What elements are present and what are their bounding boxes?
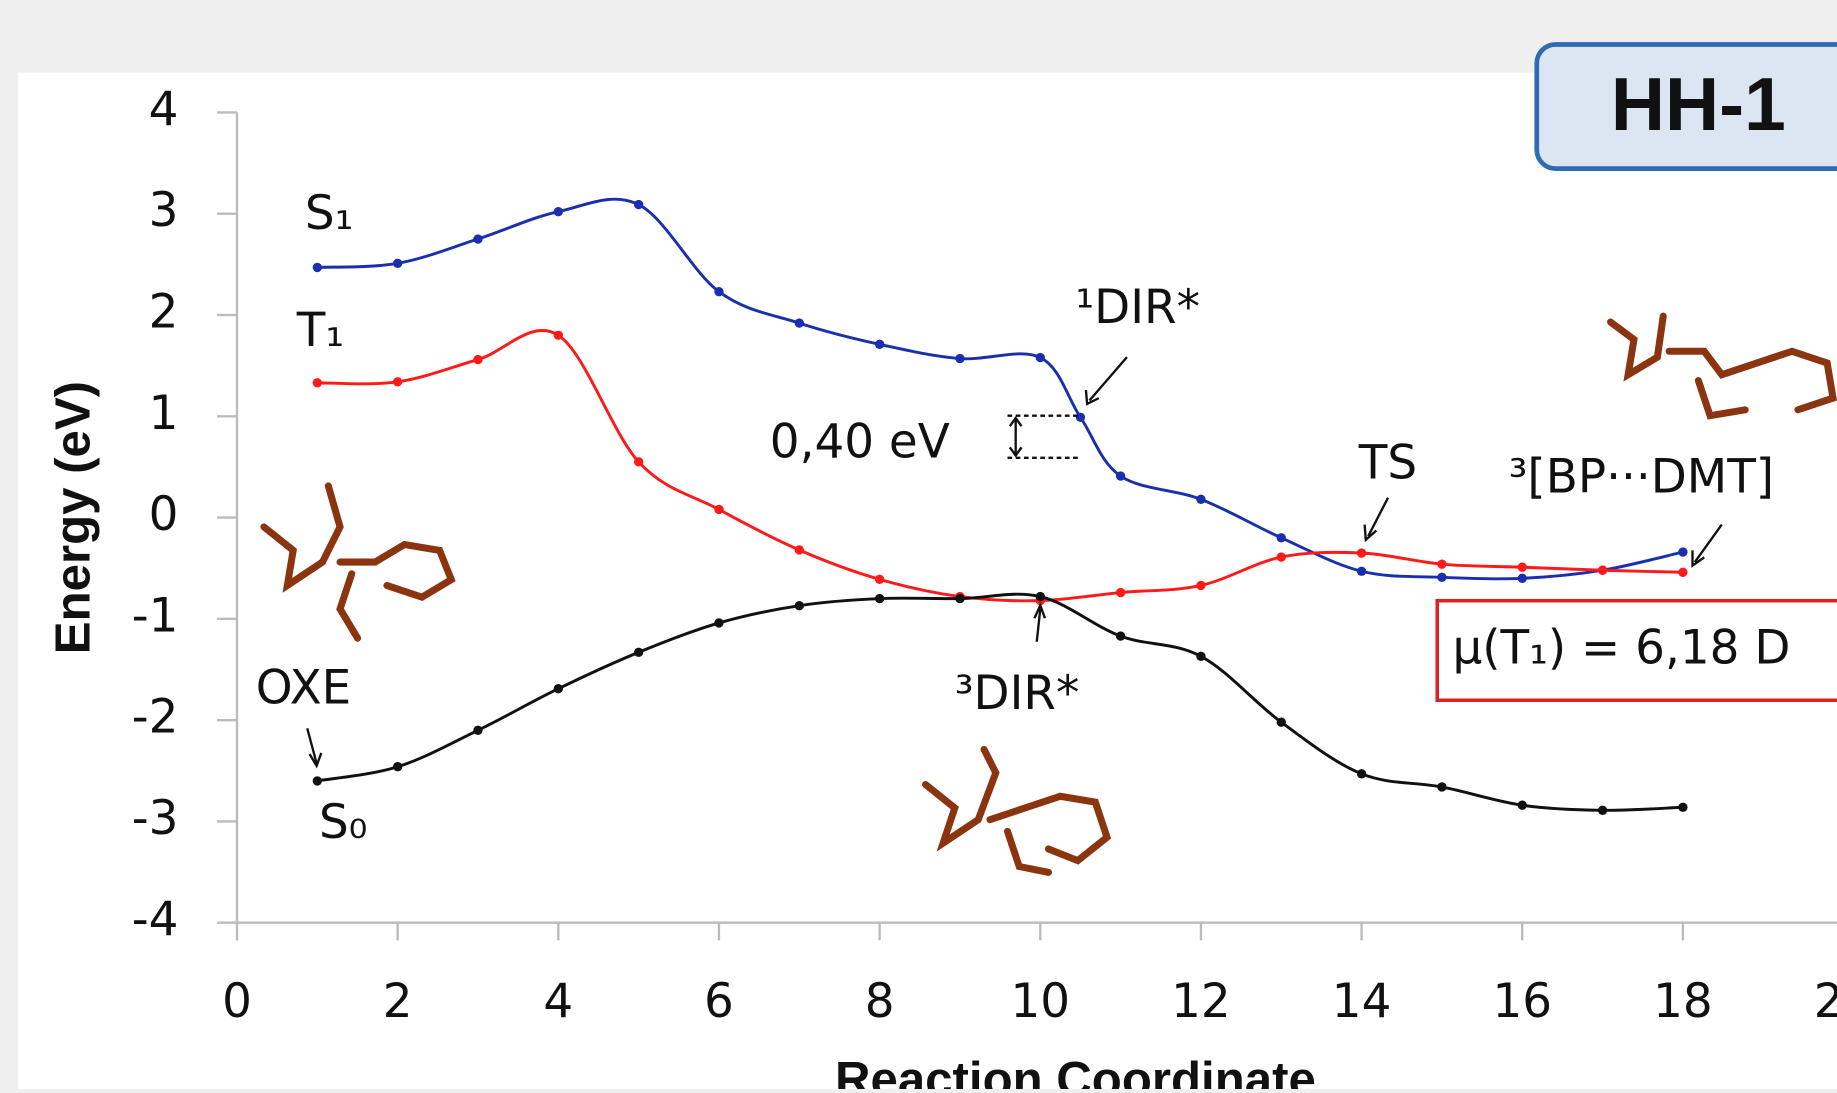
- y-tick-label: 3: [149, 184, 179, 238]
- x-tick-label: 0: [222, 975, 252, 1029]
- point: [714, 505, 723, 514]
- point: [955, 594, 964, 603]
- point: [1437, 573, 1446, 582]
- point: [1277, 717, 1286, 726]
- series-label: S₀: [319, 796, 368, 850]
- point: [473, 726, 482, 735]
- x-axis-title: Reaction Coordinate: [835, 1052, 1316, 1089]
- point: [1277, 552, 1286, 561]
- x-tick-label: 8: [865, 975, 895, 1029]
- point: [955, 354, 964, 363]
- point: [1518, 563, 1527, 572]
- page: {"chart_data": {"type": "line", "badge":…: [0, 0, 1837, 1089]
- y-tick-label: 4: [149, 83, 179, 137]
- point: [1196, 495, 1205, 504]
- point: [634, 200, 643, 209]
- point: [1518, 801, 1527, 810]
- annotation: OXE: [256, 661, 352, 715]
- series-label: S₁: [305, 187, 354, 241]
- x-tick-label: 16: [1492, 975, 1552, 1029]
- point: [875, 575, 884, 584]
- x-tick-label: 14: [1332, 975, 1392, 1029]
- point: [1357, 769, 1366, 778]
- point: [714, 287, 723, 296]
- point: [634, 648, 643, 657]
- x-tick-label: 6: [704, 975, 734, 1029]
- annotation: μ(T₁) = 6,18 D: [1452, 622, 1790, 676]
- annotation: ³DIR*: [955, 667, 1080, 721]
- y-tick-label: 1: [149, 387, 179, 441]
- point: [714, 618, 723, 627]
- y-tick-label: -2: [132, 691, 179, 745]
- point: [795, 545, 804, 554]
- point: [1678, 568, 1687, 577]
- series-label: T₁: [296, 304, 344, 358]
- point: [473, 234, 482, 243]
- point: [1116, 588, 1125, 597]
- x-tick-label: 18: [1653, 975, 1713, 1029]
- point: [1036, 353, 1045, 362]
- point: [1598, 806, 1607, 815]
- point: [1357, 567, 1366, 576]
- x-tick-label: 4: [543, 975, 573, 1029]
- point: [1678, 547, 1687, 556]
- x-tick-label: 20: [1814, 975, 1837, 1029]
- annotation: TS: [1358, 437, 1417, 491]
- annotation: ³[BP···DMT]: [1509, 451, 1774, 505]
- point: [554, 684, 563, 693]
- point: [634, 457, 643, 466]
- point: [1277, 533, 1286, 542]
- point: [554, 331, 563, 340]
- point: [313, 776, 322, 785]
- point: [554, 207, 563, 216]
- point: [1678, 803, 1687, 812]
- y-tick-label: -3: [132, 792, 179, 846]
- point: [1437, 559, 1446, 568]
- chart: HH-1 Energy (eV) Reaction Coordinate S₁ …: [0, 0, 1837, 1089]
- point: [1598, 566, 1607, 575]
- point: [1196, 581, 1205, 590]
- point: [1116, 471, 1125, 480]
- y-tick-label: -4: [132, 893, 179, 947]
- y-axis-title: Energy (eV): [46, 381, 101, 654]
- y-tick-label: -1: [132, 589, 179, 643]
- point: [1076, 413, 1085, 422]
- x-tick-label: 2: [383, 975, 413, 1029]
- point: [1357, 548, 1366, 557]
- point: [393, 377, 402, 386]
- point: [1196, 652, 1205, 661]
- point: [473, 355, 482, 364]
- point: [1116, 631, 1125, 640]
- point: [1518, 574, 1527, 583]
- point: [393, 762, 402, 771]
- y-tick-label: 0: [149, 488, 179, 542]
- badge: HH-1: [1611, 62, 1786, 146]
- point: [875, 340, 884, 349]
- point: [795, 318, 804, 327]
- annotation: 0,40 eV: [770, 415, 950, 469]
- point: [875, 594, 884, 603]
- x-tick-label: 10: [1010, 975, 1070, 1029]
- x-tick-label: 12: [1171, 975, 1231, 1029]
- point: [393, 259, 402, 268]
- point: [1437, 782, 1446, 791]
- point: [795, 601, 804, 610]
- point: [313, 263, 322, 272]
- point: [313, 378, 322, 387]
- point: [1036, 592, 1045, 601]
- annotation: ¹DIR*: [1075, 281, 1200, 335]
- y-tick-label: 2: [149, 285, 179, 339]
